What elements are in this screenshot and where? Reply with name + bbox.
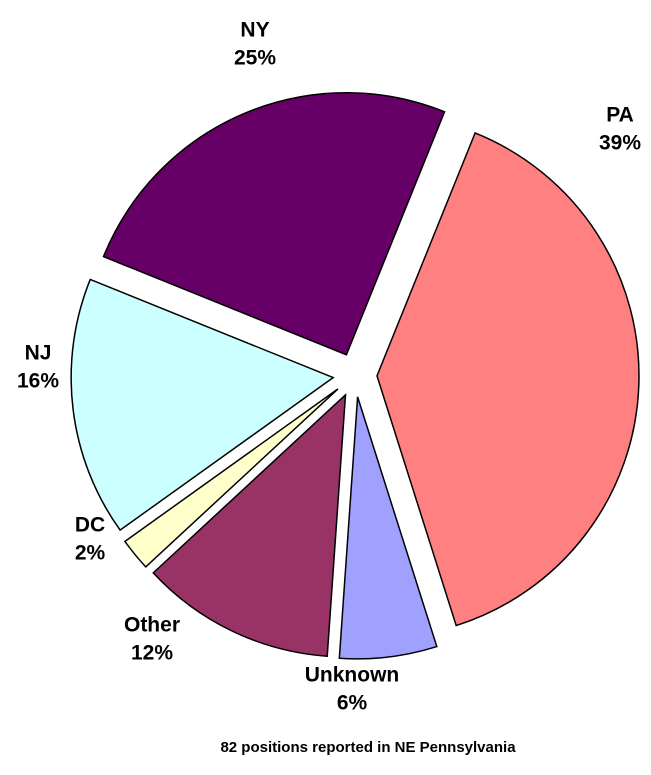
slice-label-value: 39%: [599, 132, 641, 155]
pie-slice: [338, 396, 438, 660]
slice-label-value: 6%: [337, 692, 368, 715]
slice-label-value: 2%: [75, 542, 106, 565]
slice-label-value: 16%: [17, 370, 59, 393]
pie-slice: [152, 393, 347, 658]
slice-label-value: 12%: [131, 642, 173, 665]
footnote: 82 positions reported in NE Pennsylvania: [220, 739, 516, 756]
slice-label-name: Other: [124, 614, 180, 637]
slice-label-name: Unknown: [305, 664, 400, 687]
pie-slice: [376, 131, 640, 627]
slice-label-name: DC: [75, 514, 105, 537]
pie-slice: [70, 278, 335, 532]
slice-label-name: NY: [240, 19, 269, 42]
pie-slice: [123, 388, 339, 568]
slice-label-name: NJ: [25, 342, 52, 365]
pie-slice: [102, 92, 446, 356]
slice-label-name: PA: [606, 104, 634, 127]
slice-label-value: 25%: [234, 47, 276, 70]
